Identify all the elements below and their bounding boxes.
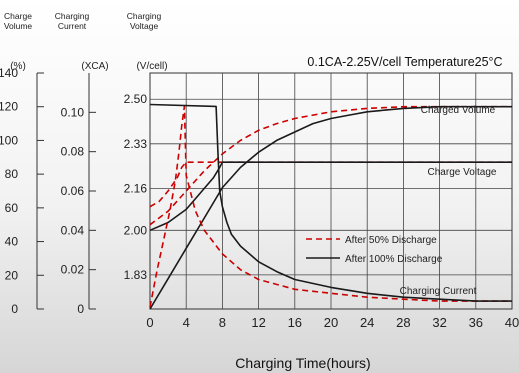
volume-tick-label: 80 [5,167,19,181]
volume-axis-title: Volume [4,21,33,31]
x-tick-label: 4 [183,315,190,330]
curve-label: Charge Voltage [428,167,497,178]
x-tick-label: 36 [469,315,483,330]
volume-tick-label: 40 [5,235,19,249]
charged-volume-after-50-line [149,105,512,226]
volume-tick-label: 120 [0,100,18,114]
voltage-tick-label: 2.33 [124,137,148,151]
current-tick-label: 0.08 [61,145,85,159]
curve-label: Charged Volume [421,105,496,116]
charging-current-after-100-line [149,103,512,302]
x-tick-label: 8 [219,315,226,330]
x-tick-label: 0 [146,315,153,330]
x-tick-label: 32 [432,315,446,330]
charged-volume-after-100-line [149,105,512,310]
x-tick-label: 16 [288,315,302,330]
current-tick-label: 0.02 [61,263,85,277]
volume-axis-unit: (%) [10,61,26,72]
volume-tick-label: 20 [5,268,19,282]
x-tick-label: 28 [396,315,410,330]
voltage-tick-label: 1.83 [124,268,148,282]
charging-current-after-50-line [149,105,512,308]
current-tick-label: 0.10 [61,105,85,119]
current-axis-title: Charging [55,11,90,21]
voltage-tick-label: 2.00 [124,223,148,237]
chart-title: 0.1CA-2.25V/cell Temperature25°C [307,55,502,69]
charge-voltage-after-50-line [149,161,512,208]
current-tick-label: 0.04 [61,223,85,237]
current-tick-label: 0 [77,302,84,316]
x-axis-label: Charging Time(hours) [235,355,370,371]
x-tick-label: 24 [360,315,374,330]
curve-label: Charging Current [400,286,477,297]
volume-tick-label: 60 [5,201,19,215]
current-axis-unit: (XCA) [81,61,108,72]
x-tick-label: 40 [505,315,519,330]
volume-tick-label: 140 [0,66,18,80]
volume-tick-label: 0 [11,302,18,316]
volume-tick-label: 100 [0,133,18,147]
x-tick-label: 20 [324,315,338,330]
voltage-tick-label: 2.50 [124,92,148,106]
voltage-axis-title: Charging [127,11,162,21]
charge-voltage-after-100-line [149,161,512,232]
voltage-axis-title: Voltage [130,21,159,31]
legend-label: After 100% Discharge [345,254,443,265]
voltage-axis-unit: (V/cell) [136,61,167,72]
legend-label: After 50% Discharge [345,235,437,246]
current-axis-title: Current [58,21,87,31]
voltage-tick-label: 2.16 [124,181,148,195]
x-tick-label: 12 [251,315,265,330]
volume-axis-title: Charge [4,11,32,21]
current-tick-label: 0.06 [61,184,85,198]
